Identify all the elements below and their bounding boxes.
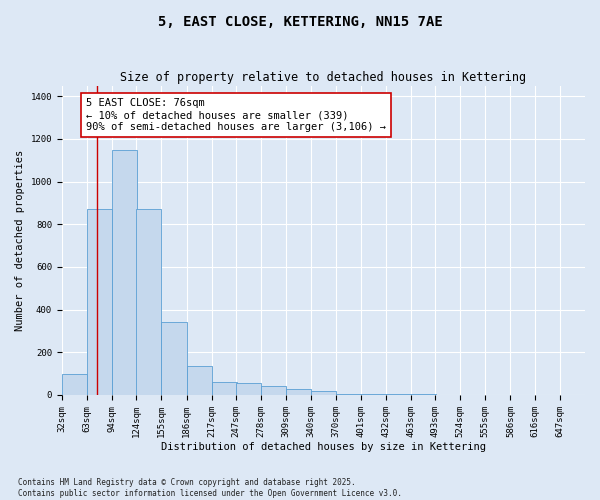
Bar	[335, 394, 361, 395]
Text: Contains HM Land Registry data © Crown copyright and database right 2025.
Contai: Contains HM Land Registry data © Crown c…	[18, 478, 402, 498]
Title: Size of property relative to detached houses in Kettering: Size of property relative to detached ho…	[121, 72, 526, 85]
Bar	[87, 210, 112, 395]
Bar	[386, 394, 411, 395]
Text: 5, EAST CLOSE, KETTERING, NN15 7AE: 5, EAST CLOSE, KETTERING, NN15 7AE	[158, 15, 442, 29]
Bar	[112, 150, 137, 395]
Bar	[286, 388, 311, 395]
Text: 5 EAST CLOSE: 76sqm
← 10% of detached houses are smaller (339)
90% of semi-detac: 5 EAST CLOSE: 76sqm ← 10% of detached ho…	[86, 98, 386, 132]
Bar	[311, 390, 337, 395]
Bar	[361, 394, 386, 395]
Bar	[187, 366, 212, 395]
Y-axis label: Number of detached properties: Number of detached properties	[15, 150, 25, 331]
Bar	[236, 383, 261, 395]
X-axis label: Distribution of detached houses by size in Kettering: Distribution of detached houses by size …	[161, 442, 486, 452]
Bar	[161, 322, 187, 395]
Bar	[136, 210, 161, 395]
Bar	[212, 382, 237, 395]
Bar	[62, 374, 87, 395]
Bar	[411, 394, 436, 395]
Bar	[261, 386, 286, 395]
